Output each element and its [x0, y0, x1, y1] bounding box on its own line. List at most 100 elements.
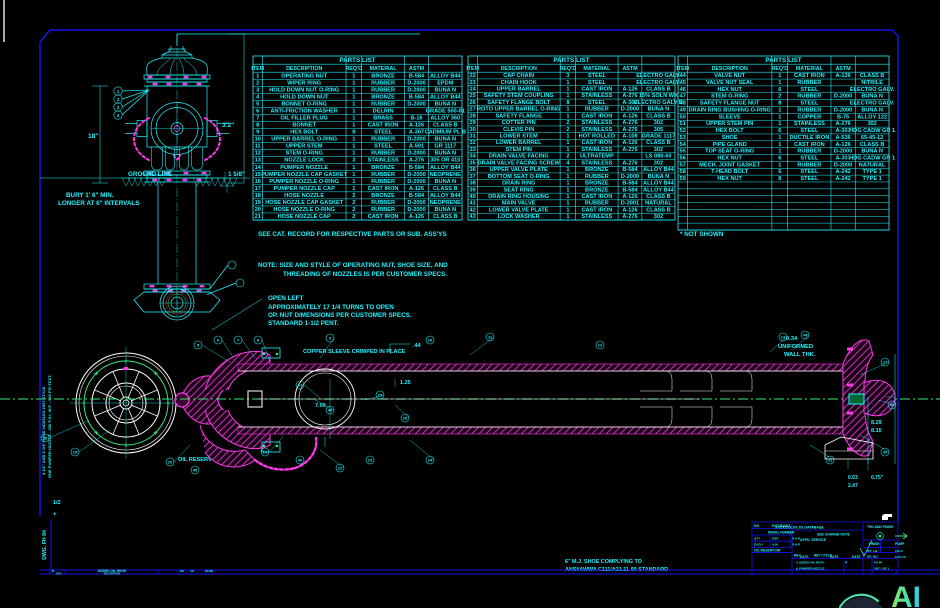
svg-text:CAST IRON: CAST IRON — [794, 142, 825, 148]
svg-text:SAFETY STEM COUPLING: SAFETY STEM COUPLING — [484, 93, 554, 99]
svg-text:A-126: A-126 — [622, 140, 637, 146]
svg-text:52: 52 — [680, 128, 686, 134]
svg-text:42: 42 — [470, 207, 476, 213]
svg-text:ELECTRO GALV.: ELECTRO GALV. — [636, 73, 681, 79]
svg-text:BUNA N: BUNA N — [648, 174, 670, 180]
svg-text:A-108: A-108 — [622, 134, 637, 140]
svg-text:0.34: 0.34 — [786, 336, 798, 342]
svg-text:BRONZE: BRONZE — [371, 94, 395, 100]
svg-text:37: 37 — [470, 174, 476, 180]
svg-text:HOLD DOWN NUT O-RING: HOLD DOWN NUT O-RING — [269, 87, 339, 93]
svg-text:1: 1 — [256, 73, 259, 79]
svg-text:HEX BOLT: HEX BOLT — [290, 130, 318, 136]
svg-text:5: 5 — [256, 101, 259, 107]
svg-text:D-2000: D-2000 — [407, 101, 425, 107]
svg-text:DWG. FH 84: DWG. FH 84 — [42, 530, 48, 560]
svg-text:DESCRIPTION: DESCRIPTION — [712, 66, 748, 72]
svg-text:3: 3 — [566, 73, 569, 79]
svg-text:24: 24 — [470, 86, 477, 92]
svg-text:LOWER STEM: LOWER STEM — [500, 134, 538, 140]
svg-text:26: 26 — [470, 100, 476, 106]
svg-text:STAINLESS: STAINLESS — [581, 214, 612, 220]
svg-text:14: 14 — [255, 165, 262, 171]
svg-text:13: 13 — [255, 158, 261, 164]
svg-text:STEM O-RING: STEM O-RING — [286, 151, 323, 157]
svg-text:ALLOY B44: ALLOY B44 — [430, 94, 462, 100]
svg-text:25: 25 — [378, 393, 383, 398]
svg-text:6: 6 — [778, 169, 781, 175]
svg-text:57: 57 — [680, 162, 686, 168]
svg-text:ALLOY B44: ALLOY B44 — [643, 181, 675, 187]
svg-text:1: 1 — [566, 113, 569, 119]
svg-text:SAFETY FLANGE BOLT: SAFETY FLANGE BOLT — [487, 100, 550, 106]
svg-text:NEOPRENE: NEOPRENE — [430, 200, 462, 206]
svg-text:FINISH: FINISH — [869, 542, 880, 546]
svg-text:STEEL: STEEL — [374, 144, 393, 150]
svg-text:DESCRIPTION: DESCRIPTION — [104, 573, 121, 576]
svg-text:1: 1 — [566, 134, 569, 140]
svg-text:16: 16 — [255, 179, 261, 185]
svg-text:CHAIN HOOK: CHAIN HOOK — [501, 80, 537, 86]
svg-text:2: 2 — [352, 200, 355, 206]
svg-text:CAST IRON: CAST IRON — [794, 73, 825, 79]
svg-text:STAINLESS: STAINLESS — [581, 120, 612, 126]
svg-text:SHOE: SHOE — [722, 135, 738, 141]
svg-text:59: 59 — [680, 176, 686, 182]
svg-text:A-126: A-126 — [409, 214, 424, 220]
svg-text:RUBBER: RUBBER — [585, 201, 609, 207]
svg-text:STAINLESS: STAINLESS — [794, 121, 825, 127]
svg-text:15% SOLN WK: 15% SOLN WK — [639, 93, 678, 99]
svg-text:REQ'D: REQ'D — [772, 66, 789, 72]
svg-text:AH: AH — [190, 569, 194, 573]
svg-text:ELECTRO GALV B: ELECTRO GALV B — [634, 100, 683, 106]
svg-text:D-2001: D-2001 — [621, 201, 639, 207]
svg-text:1: 1 — [566, 86, 569, 92]
svg-text:6" M.J. SHOE COMPLYING TO: 6" M.J. SHOE COMPLYING TO — [565, 559, 642, 565]
svg-text:REQ'D: REQ'D — [346, 66, 363, 72]
svg-text:BRONZE: BRONZE — [585, 181, 609, 187]
svg-text:EACH: EACH — [754, 543, 763, 547]
svg-text:STEEL: STEEL — [800, 101, 819, 107]
svg-text:MATERIAL: MATERIAL — [370, 66, 398, 72]
svg-text:MAIN VALVE: MAIN VALVE — [502, 201, 536, 207]
svg-text:LOCK WASHER: LOCK WASHER — [498, 214, 540, 220]
svg-text:BUNA N: BUNA N — [435, 179, 457, 185]
svg-text:STAINLESS: STAINLESS — [581, 160, 612, 166]
svg-text:CAST IRON: CAST IRON — [581, 140, 612, 146]
svg-text:32: 32 — [470, 140, 476, 146]
svg-text:D-H-R: D-H-R — [792, 543, 800, 547]
svg-text:33: 33 — [470, 147, 476, 153]
svg-text:DRAIN VALVE FACING SCREW: DRAIN VALVE FACING SCREW — [478, 160, 561, 166]
svg-text:2: 2 — [352, 214, 355, 220]
svg-text:A-501: A-501 — [409, 144, 424, 150]
svg-text:REV.: REV. — [794, 554, 801, 558]
svg-text:GRADE 1117: GRADE 1117 — [642, 134, 676, 140]
svg-text:TYPE 1: TYPE 1 — [862, 176, 881, 182]
svg-text:SAFETY FLANGE NUT: SAFETY FLANGE NUT — [700, 101, 760, 107]
svg-text:UPPER BARREL: UPPER BARREL — [497, 86, 542, 92]
svg-text:HEX NUT: HEX NUT — [717, 155, 742, 161]
svg-text:A-126: A-126 — [835, 142, 850, 148]
svg-text:20: 20 — [255, 207, 261, 213]
svg-text:RUBBER: RUBBER — [797, 80, 821, 86]
svg-text:DUCTILE IRON: DUCTILE IRON — [789, 135, 829, 141]
svg-text:27: 27 — [470, 107, 476, 113]
svg-text:40: 40 — [470, 194, 476, 200]
svg-text:STEEL: STEEL — [588, 80, 607, 86]
svg-text:7.00: 7.00 — [315, 403, 326, 409]
svg-text:1: 1 — [352, 108, 355, 114]
svg-text:1: 1 — [352, 94, 355, 100]
svg-text:48: 48 — [328, 408, 333, 413]
svg-text:GRADE 500-01: GRADE 500-01 — [426, 108, 465, 114]
svg-text:D-2000: D-2000 — [834, 107, 852, 113]
svg-text:B-584: B-584 — [409, 73, 425, 79]
svg-text:RUBBER: RUBBER — [371, 179, 395, 185]
svg-text:SEE CAT. RECORD FOR RESPECTIVE: SEE CAT. RECORD FOR RESPECTIVE PARTS OR … — [258, 231, 447, 238]
svg-text:A-126: A-126 — [622, 86, 637, 92]
svg-text:36: 36 — [470, 167, 476, 173]
svg-text:ELECTRO GALV.: ELECTRO GALV. — [636, 80, 681, 86]
svg-text:UPPER STEM PIN: UPPER STEM PIN — [706, 121, 753, 127]
svg-text:A ADDED OIL RESV.: A ADDED OIL RESV. — [796, 561, 825, 565]
svg-text:1: 1 — [352, 144, 355, 150]
svg-text:BUNA N: BUNA N — [435, 87, 457, 93]
